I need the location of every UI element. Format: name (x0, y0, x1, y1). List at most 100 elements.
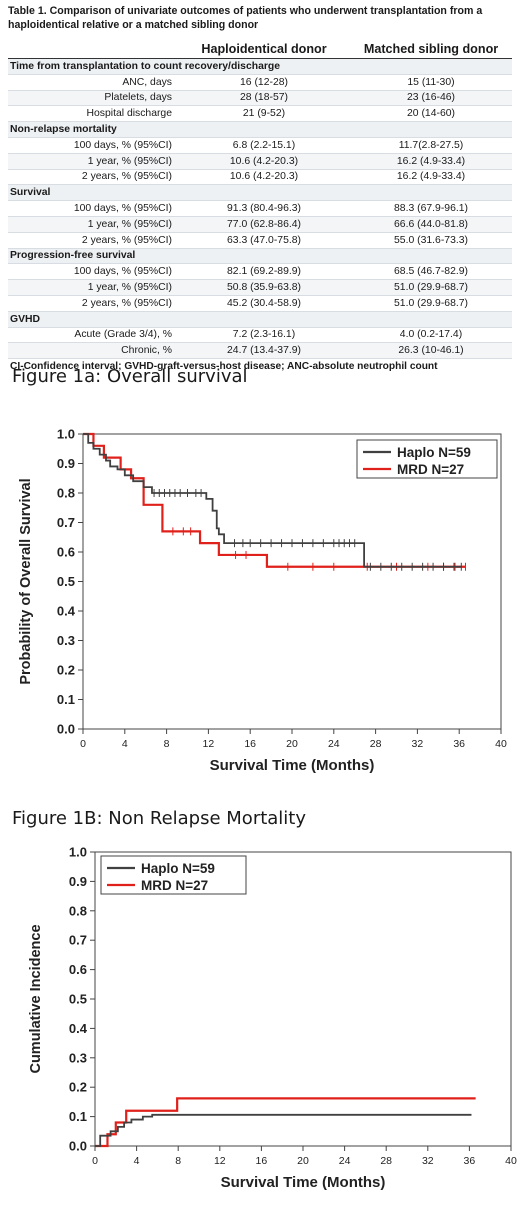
outcomes-table: Haploidentical donor Matched sibling don… (8, 40, 512, 375)
x-tick-label: 0 (80, 738, 86, 750)
y-tick-label: 0.2 (57, 663, 75, 678)
x-tick-label: 40 (495, 738, 507, 750)
row-label: 100 days, % (95%CI) (8, 137, 178, 154)
mrd-value: 16.2 (4.9-33.4) (350, 153, 512, 170)
y-tick-label: 0.1 (69, 1109, 87, 1124)
mrd-value: 66.6 (44.0-81.8) (350, 216, 512, 233)
x-tick-label: 36 (453, 738, 465, 750)
legend-box (356, 439, 498, 479)
haplo-value: 21 (9-52) (178, 105, 350, 123)
y-tick-label: 0.2 (69, 1080, 87, 1095)
table-row: Chronic, % 24.7 (13.4-37.9) 26.3 (10-46.1) (8, 342, 512, 360)
legend-label: Haplo N=59 (141, 861, 215, 876)
row-label: Platelets, days (8, 90, 178, 107)
figure-1a-title: Figure 1a: Overall survival (12, 366, 248, 387)
haplo-value: 63.3 (47.0-75.8) (178, 232, 350, 249)
table-row: Hospital discharge 21 (9-52) 20 (14-60) (8, 105, 512, 123)
series-line (95, 1097, 476, 1148)
table-footnote: CI-Confidence interval; GVHD-graft-versu… (8, 358, 512, 375)
mrd-value: 88.3 (67.9-96.1) (350, 200, 512, 217)
x-tick-label: 0 (92, 1155, 98, 1167)
y-axis-label: Cumulative Incidence (28, 924, 44, 1073)
section-label: Survival (8, 184, 512, 202)
mrd-value: 20 (14-60) (350, 105, 512, 123)
table-header-row: Haploidentical donor Matched sibling don… (8, 40, 512, 59)
table-row: 1 year, % (95%CI) 10.6 (4.2-20.3) 16.2 (4.… (8, 153, 512, 170)
table-section-row: Survival (8, 184, 512, 202)
haplo-value: 91.3 (80.4-96.3) (178, 200, 350, 217)
x-tick-label: 24 (328, 738, 340, 750)
row-label: 1 year, % (95%CI) (8, 279, 178, 296)
y-tick-label: 0.4 (69, 1021, 88, 1036)
x-axis-label: Survival Time (Months) (221, 1174, 386, 1191)
table-row: 100 days, % (95%CI) 91.3 (80.4-96.3) 88.3 … (8, 200, 512, 217)
haplo-value: 82.1 (69.2-89.9) (178, 263, 350, 281)
non-relapse-mortality-chart: 0 4 8 12 16 20 24 28 32 36 40 0.0 0.1 0.2 0.3 0.4 0.5 0.6… (28, 845, 517, 1192)
row-label: 2 years, % (95%CI) (8, 169, 178, 186)
y-tick-label: 0.3 (69, 1050, 87, 1065)
outcomes-table-block: Table 1. Comparison of univariate outcom… (8, 4, 512, 375)
x-tick-label: 4 (122, 738, 128, 750)
x-tick-label: 20 (297, 1155, 309, 1167)
haplo-value: 24.7 (13.4-37.9) (178, 342, 350, 360)
x-tick-label: 28 (380, 1155, 392, 1167)
y-tick-label: 0.8 (69, 903, 87, 918)
x-tick-label: 24 (339, 1155, 351, 1167)
mrd-value: 26.3 (10-46.1) (350, 342, 512, 360)
table-row: 100 days, % (95%CI) 82.1 (69.2-89.9) 68.5 … (8, 263, 512, 281)
row-label: Chronic, % (8, 342, 178, 360)
mrd-value: 55.0 (31.6-73.3) (350, 232, 512, 249)
table-section-row: Non-relapse mortality (8, 121, 512, 138)
y-tick-label: 0.7 (69, 933, 87, 948)
row-label: 2 years, % (95%CI) (8, 232, 178, 249)
column-header (8, 40, 178, 59)
x-tick-label: 8 (175, 1155, 181, 1167)
table-caption: Table 1. Comparison of univariate outcom… (8, 5, 483, 31)
plot-frame (94, 851, 512, 1147)
overall-survival-chart: 0 4 8 12 16 20 24 28 32 36 40 0.0 0.1 0.2 0.3 0.4 0.5 0.6… (18, 427, 507, 775)
table-row: 2 years, % (95%CI) 63.3 (47.0-75.8) 55.0 (… (8, 232, 512, 249)
y-tick-label: 0.1 (57, 692, 75, 707)
x-tick-label: 12 (203, 738, 215, 750)
mrd-value: 51.0 (29.9-68.7) (350, 295, 512, 312)
table-row: 1 year, % (95%CI) 77.0 (62.8-86.4) 66.6 (4… (8, 216, 512, 233)
table-section-row: Progression-free survival (8, 248, 512, 265)
row-label: Acute (Grade 3/4), % (8, 327, 178, 344)
y-tick-label: 0.6 (69, 962, 87, 977)
legend-box (100, 855, 247, 895)
y-tick-label: 0.5 (69, 992, 87, 1007)
table-row: Platelets, days 28 (18-57) 23 (16-46) (8, 90, 512, 107)
legend-label: MRD N=27 (141, 878, 208, 893)
row-label: 1 year, % (95%CI) (8, 153, 178, 170)
mrd-value: 16.2 (4.9-33.4) (350, 169, 512, 186)
x-tick-label: 8 (164, 738, 170, 750)
row-label: 1 year, % (95%CI) (8, 216, 178, 233)
table-footnote-row: CI-Confidence interval; GVHD-graft-versu… (8, 358, 512, 375)
table-row: 1 year, % (95%CI) 50.8 (35.9-63.8) 51.0 (2… (8, 279, 512, 296)
haplo-value: 50.8 (35.9-63.8) (178, 279, 350, 296)
row-label: 100 days, % (95%CI) (8, 263, 178, 281)
x-tick-label: 12 (214, 1155, 226, 1167)
figure-1b-title: Figure 1B: Non Relapse Mortality (12, 808, 307, 829)
table-row: 2 years, % (95%CI) 10.6 (4.2-20.3) 16.2 (4… (8, 169, 512, 186)
mrd-value: 23 (16-46) (350, 90, 512, 107)
table-row: 2 years, % (95%CI) 45.2 (30.4-58.9) 51.0 (… (8, 295, 512, 312)
x-tick-label: 16 (244, 738, 256, 750)
section-label: Progression-free survival (8, 248, 512, 265)
y-tick-label: 0.8 (57, 486, 75, 501)
y-tick-label: 0.5 (57, 574, 75, 589)
y-tick-label: 0.4 (57, 604, 76, 619)
haplo-value: 28 (18-57) (178, 90, 350, 107)
mrd-value: 51.0 (29.9-68.7) (350, 279, 512, 296)
x-tick-label: 40 (505, 1155, 517, 1167)
y-tick-label: 0.9 (69, 874, 87, 889)
haplo-value: 7.2 (2.3-16.1) (178, 327, 350, 344)
haplo-value: 77.0 (62.8-86.4) (178, 216, 350, 233)
row-label: Hospital discharge (8, 105, 178, 123)
section-label: Non-relapse mortality (8, 121, 512, 138)
y-tick-label: 0.3 (57, 633, 75, 648)
x-tick-label: 4 (134, 1155, 140, 1167)
column-header: Matched sibling donor (350, 40, 512, 59)
haplo-value: 6.8 (2.2-15.1) (178, 137, 350, 154)
row-label: ANC, days (8, 74, 178, 91)
